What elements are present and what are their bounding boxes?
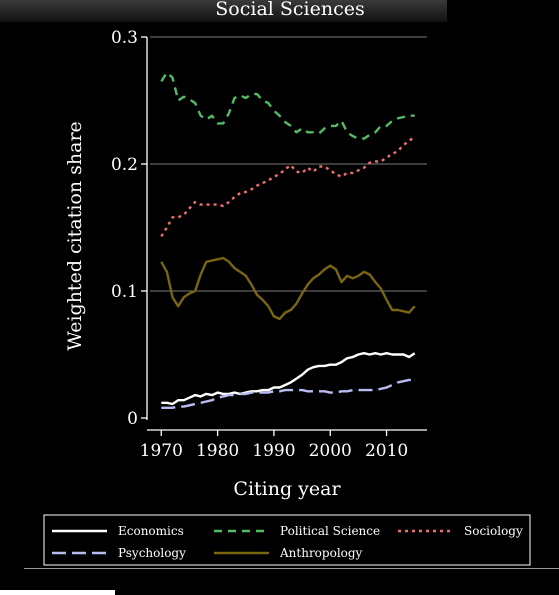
series-line-sociology [160,135,416,238]
y-tick-label: 0.2 [111,155,138,175]
x-tick-label: 2000 [309,441,352,461]
legend-label: Political Science [280,524,380,538]
legend-box [43,514,531,566]
x-tick-label: 1980 [196,441,239,461]
x-tick-label: 1970 [140,441,183,461]
x-axis-label: Citing year [233,478,341,500]
chart-title: Social Sciences [215,0,365,20]
y-axis-label: Weighted citation share [64,121,86,351]
y-tick-label: 0.3 [111,28,138,48]
legend-label: Sociology [464,524,523,538]
series-line-anthropology [160,256,416,321]
series-line-psychology [161,378,415,409]
legend-items: Economics Political Science Sociology Psych… [52,524,523,560]
x-tick-label: 2010 [365,441,408,461]
bottom-rule [24,568,559,569]
corner-mark [0,590,115,595]
y-tick-label: 0.1 [111,282,138,302]
series-line-economics [161,352,416,406]
legend: Economics Political Science Sociology Psych… [43,514,531,566]
title-band [0,0,447,22]
x-tick-label: 1990 [252,441,295,461]
y-ticks: 0 0.1 0.2 0.3 [111,28,147,429]
series-line-political-science [160,71,415,140]
legend-label: Economics [118,524,184,538]
legend-label: Anthropology [279,546,363,560]
y-tick-label: 0 [127,409,138,429]
x-ticks: 1970 1980 1990 2000 2010 [140,430,408,461]
legend-label: Psychology [118,546,186,560]
axes [146,37,427,431]
grid-lines [150,36,427,292]
series-lines [160,71,416,409]
